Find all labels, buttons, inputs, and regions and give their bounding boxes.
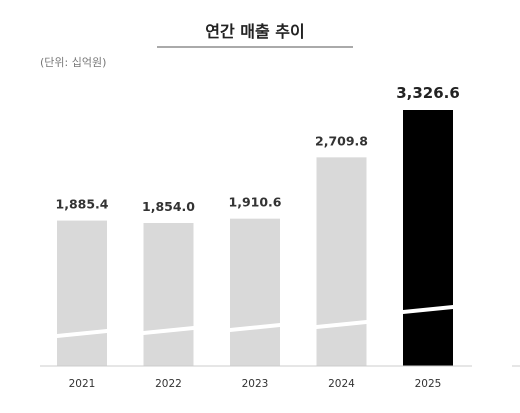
bars-layer: 1,885.4 2021 1,854.0 2022 1,910.6 2023 2,709.8… [56, 84, 460, 390]
axis-break-mark [403, 305, 453, 314]
axis-break-mark [230, 323, 280, 332]
bar-2025 [403, 110, 453, 366]
bar-2022 [143, 223, 194, 366]
axis-break-mark [143, 326, 194, 335]
value-label-2025: 3,326.6 [396, 84, 460, 102]
value-label-2022: 1,854.0 [142, 199, 195, 214]
x-tick-label-2023: 2023 [242, 378, 269, 390]
x-tick-label-2021: 2021 [69, 378, 96, 390]
bar-2024 [316, 157, 367, 366]
x-tick-label-2024: 2024 [328, 378, 355, 390]
chart-title: 연간 매출 추이 [205, 22, 304, 41]
value-label-2021: 1,885.4 [56, 197, 109, 212]
axis-break-mark [316, 320, 367, 329]
x-tick-label-2025: 2025 [415, 378, 442, 390]
unit-label: (단위: 십억원) [40, 56, 106, 69]
value-label-2023: 1,910.6 [229, 195, 282, 210]
value-label-2024: 2,709.8 [315, 133, 368, 148]
bar-2021 [57, 220, 107, 366]
bar-2023 [230, 218, 280, 366]
x-tick-label-2022: 2022 [155, 378, 182, 390]
axis-break-mark [57, 329, 107, 338]
